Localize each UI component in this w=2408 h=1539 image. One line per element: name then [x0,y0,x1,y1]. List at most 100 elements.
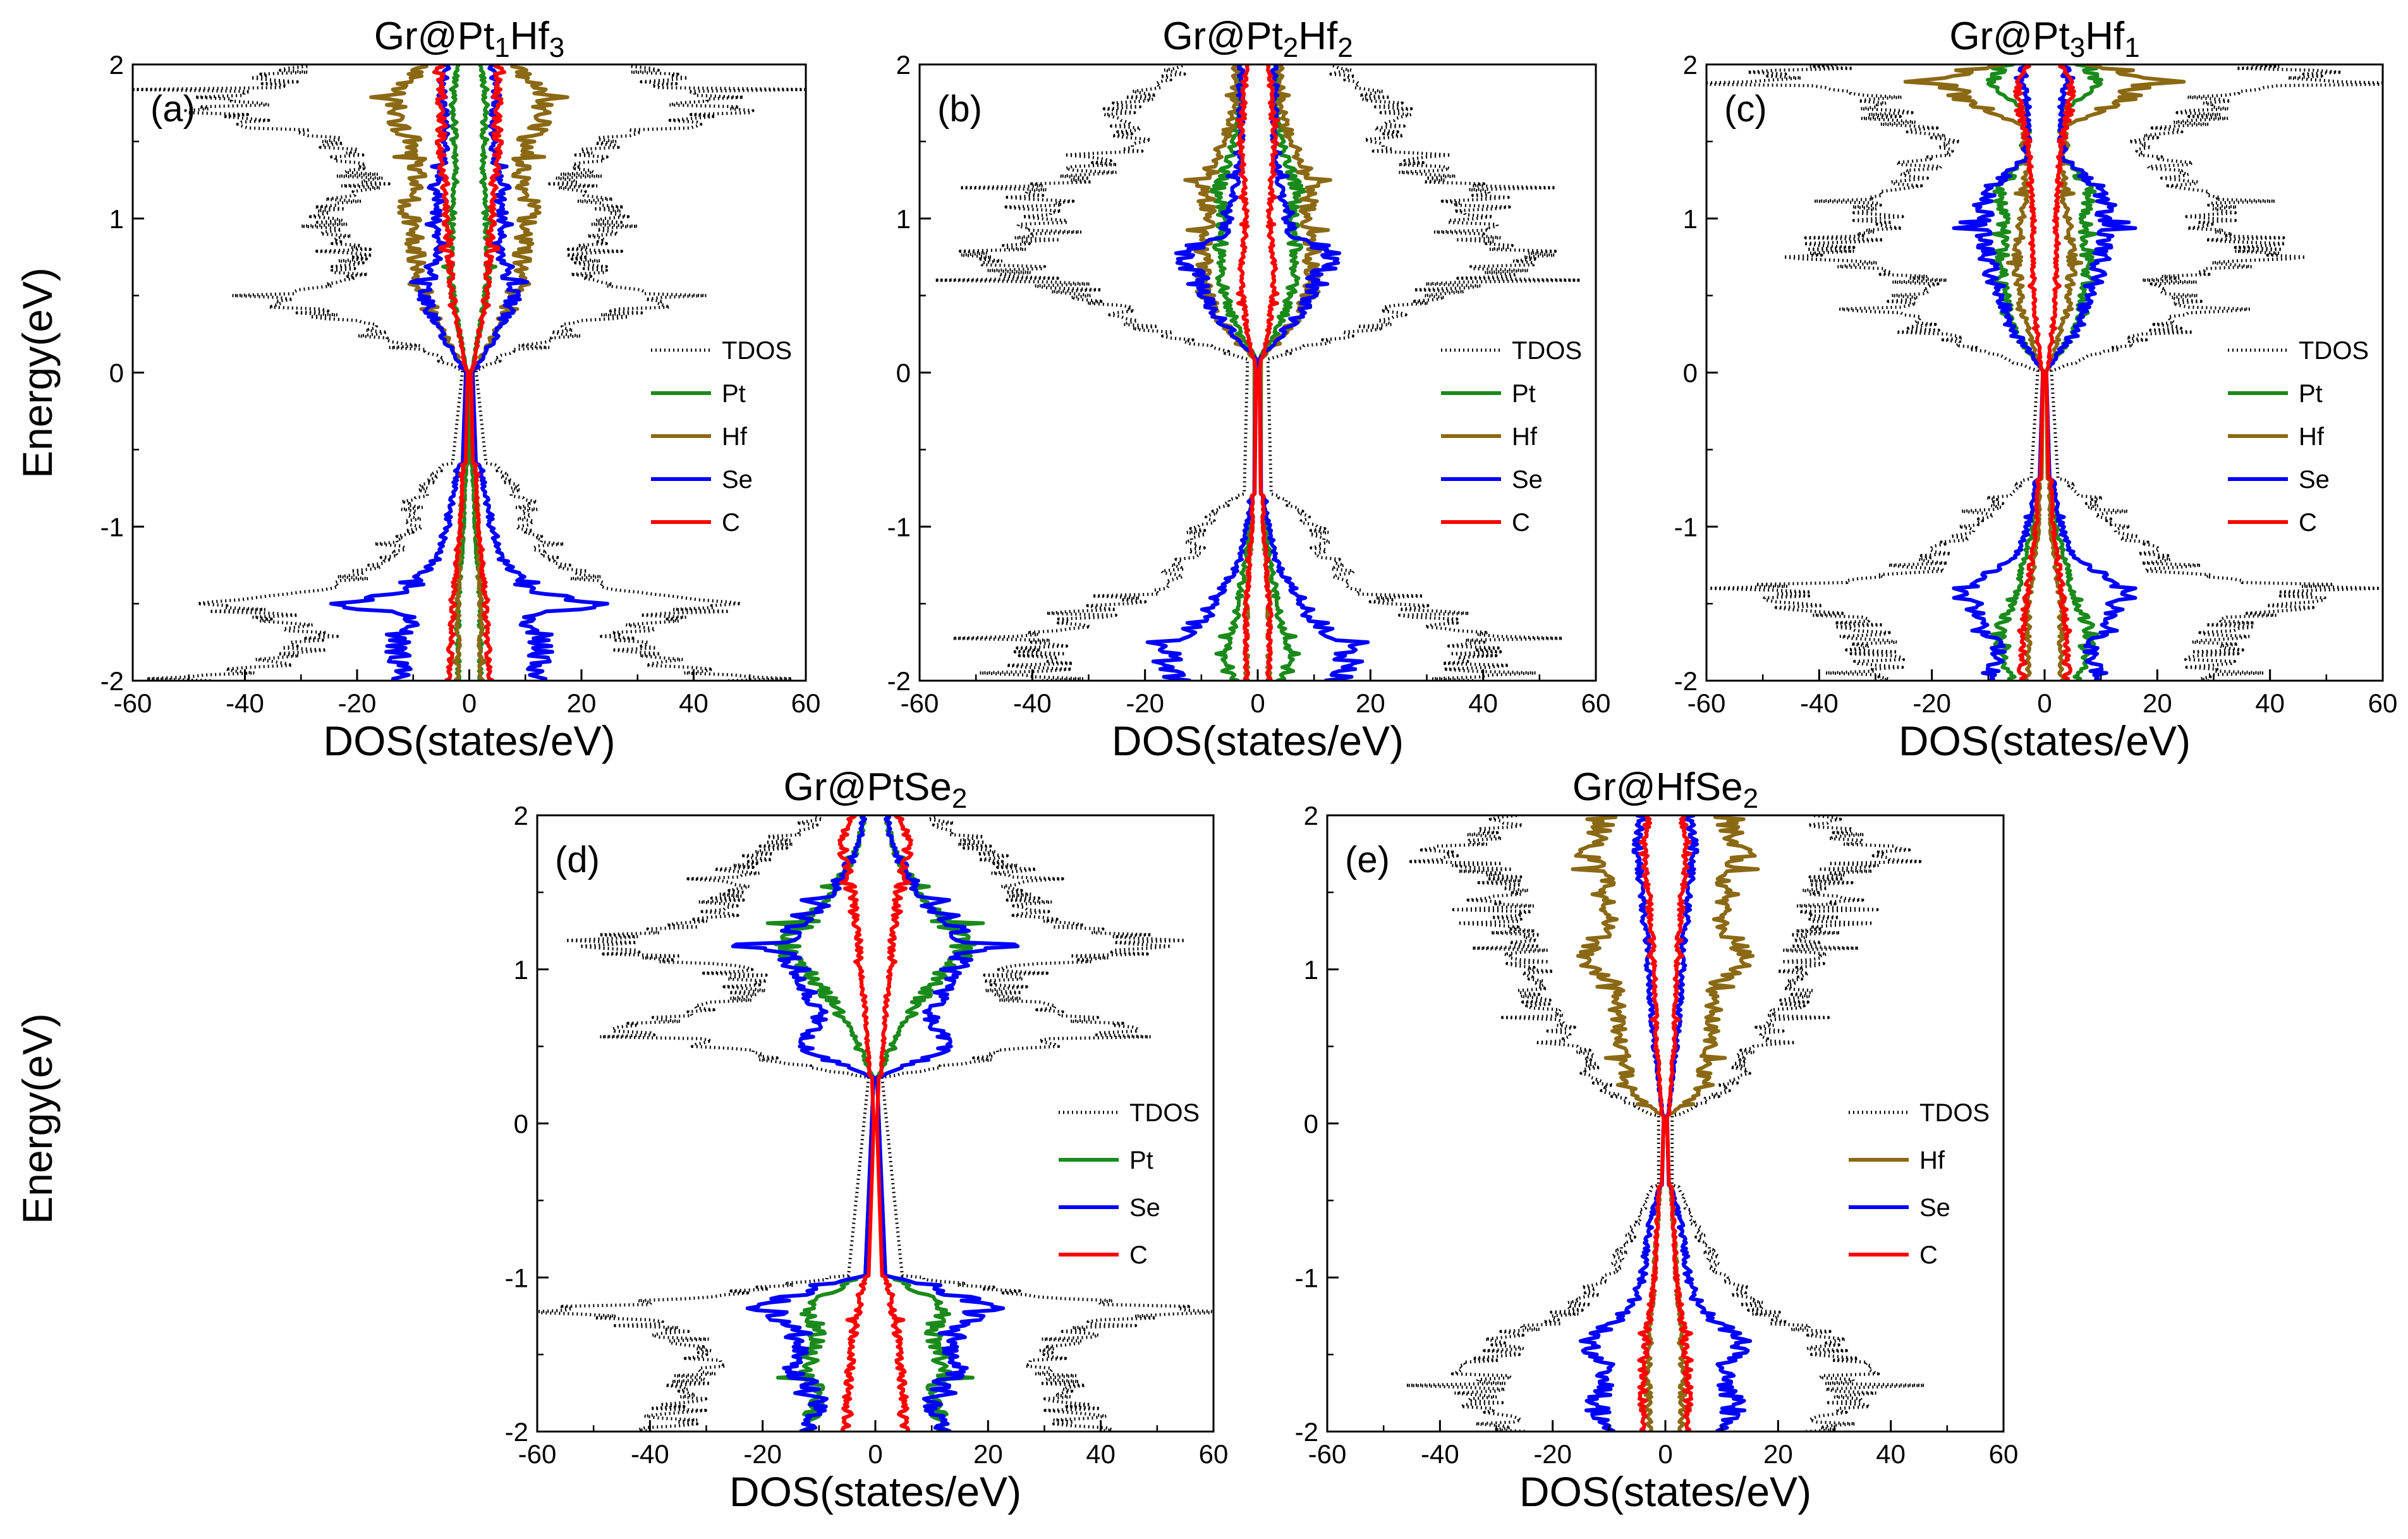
panel-b: -60 -40 -20 0 20 40 60 -2 -1 0 1 2 DOS(states/eV) Gr@… [887,15,1611,764]
series-tdos-negative-line [133,64,465,681]
series-c-negative-line [1235,64,1258,681]
y-tick-label: 1 [896,204,911,234]
y-tick-label: 0 [896,358,911,388]
y-tick-label: 1 [514,955,528,985]
legend-label-hf: Hf [1919,1147,1945,1174]
y-tick-label: 2 [1304,801,1318,830]
series-pt-negative-line [1986,64,2045,681]
title-part: Gr@HfSe [1572,765,1743,809]
y-tick-label: 0 [109,358,124,388]
title-part: Hf [510,15,550,58]
title-subscript: 3 [2070,32,2085,63]
x-tick-label: 20 [973,1439,1003,1469]
legend-label-pt: Pt [2299,380,2323,408]
y-tick-label: -2 [1295,1417,1318,1447]
y-tick-label: 0 [1304,1109,1318,1139]
x-tick-label: 20 [567,688,597,718]
y-tick-label: -2 [1674,666,1698,696]
x-tick-label: 60 [1989,1439,2019,1469]
y-axis-label-bottom: Energy(eV) [14,1013,61,1224]
x-axis-label: DOS(states/eV) [1112,717,1404,764]
x-tick-label: 20 [2143,688,2172,718]
chart-title: Gr@HfSe2 [1572,765,1758,814]
panel-curves [933,64,1583,681]
chart-title: Gr@Pt1Hf3 [374,15,564,63]
legend-label-c: C [722,509,740,537]
panel-a: -60 -40 -20 0 20 40 60 -2 -1 0 1 2 DOS(states/eV) Gr@… [100,15,821,764]
x-tick-label: 20 [1356,688,1385,718]
panel-label: (d) [555,839,600,880]
x-tick-label: -60 [1687,688,1726,718]
x-tick-label: -20 [338,688,377,718]
series-tdos-negative-line [1404,815,1660,1432]
x-axis-label: DOS(states/eV) [729,1468,1021,1515]
legend: TDOS Pt Hf Se C [651,337,792,537]
legend: TDOS Pt Se C [1059,1099,1200,1269]
y-tick-label: -2 [887,666,911,696]
y-tick-label: -1 [1295,1263,1318,1293]
title-part: Hf [2085,15,2125,58]
panel-curves [133,64,806,681]
x-tick-label: 40 [2255,688,2285,718]
panel-e: -60 -40 -20 0 20 40 60 -2 -1 0 1 2 DOS(states/eV) Gr@… [1295,765,2019,1515]
series-c-negative-line [432,64,470,681]
legend-label-c: C [1512,509,1530,537]
x-tick-label: 60 [2368,688,2398,718]
title-subscript: 1 [2124,32,2139,63]
series-se-negative-line [731,815,876,1432]
y-tick-label: 1 [1304,955,1318,985]
title-part: Gr@Pt [374,15,494,58]
y-tick-label: 2 [514,801,528,830]
panel-label: (e) [1345,839,1390,880]
title-subscript: 3 [549,32,564,63]
series-c-positive-line [2044,64,2076,681]
y-tick-label: -1 [100,512,124,542]
x-tick-label: 0 [1250,688,1265,718]
legend-label-tdos: TDOS [1919,1099,1990,1127]
series-tdos-positive-line [474,64,806,681]
panel-label: (c) [1724,88,1767,130]
legend-label-c: C [2299,509,2317,537]
series-c-negative-line [2013,64,2045,681]
y-tick-label: 0 [1683,358,1698,388]
y-tick-label: -1 [887,512,911,542]
title-subscript: 2 [1337,32,1353,63]
series-c-positive-line [875,815,914,1432]
legend-label-se: Se [2299,466,2330,494]
legend: TDOS Pt Hf Se C [2228,337,2369,537]
x-tick-label: 40 [1876,1439,1906,1469]
x-tick-label: 0 [868,1439,882,1469]
y-tick-label: -1 [505,1263,528,1293]
title-part: Gr@PtSe [784,765,952,809]
legend-label-se: Se [1919,1194,1950,1222]
x-tick-label: 60 [1581,688,1611,718]
y-tick-label: 2 [896,50,911,80]
y-tick-label: 2 [109,50,124,80]
legend-label-pt: Pt [722,380,746,408]
x-tick-label: -20 [743,1439,782,1469]
x-tick-label: 40 [1086,1439,1116,1469]
panel-curves [537,815,1213,1432]
x-tick-label: -60 [114,688,152,718]
title-subscript: 2 [1743,783,1758,814]
x-axis-label: DOS(states/eV) [1519,1468,1811,1515]
panel-label: (a) [150,88,195,130]
y-tick-label: -2 [505,1417,528,1447]
title-subscript: 1 [494,32,509,63]
x-tick-label: 20 [1763,1439,1793,1469]
legend-label-tdos: TDOS [722,337,792,365]
series-c-positive-line [469,64,507,681]
title-part: Gr@Pt [1949,15,2069,58]
x-tick-label: -20 [1912,688,1951,718]
series-se-positive-line [875,815,1020,1432]
x-tick-label: 40 [1468,688,1498,718]
legend-label-pt: Pt [1129,1147,1153,1174]
chart-title: Gr@PtSe2 [784,765,968,814]
x-tick-label: -40 [1421,1439,1459,1469]
series-c-positive-line [1257,64,1280,681]
series-c-negative-line [1637,815,1666,1432]
x-tick-label: 0 [1658,1439,1672,1469]
series-tdos-positive-line [1266,64,1583,681]
series-tdos-negative-line [933,64,1250,681]
